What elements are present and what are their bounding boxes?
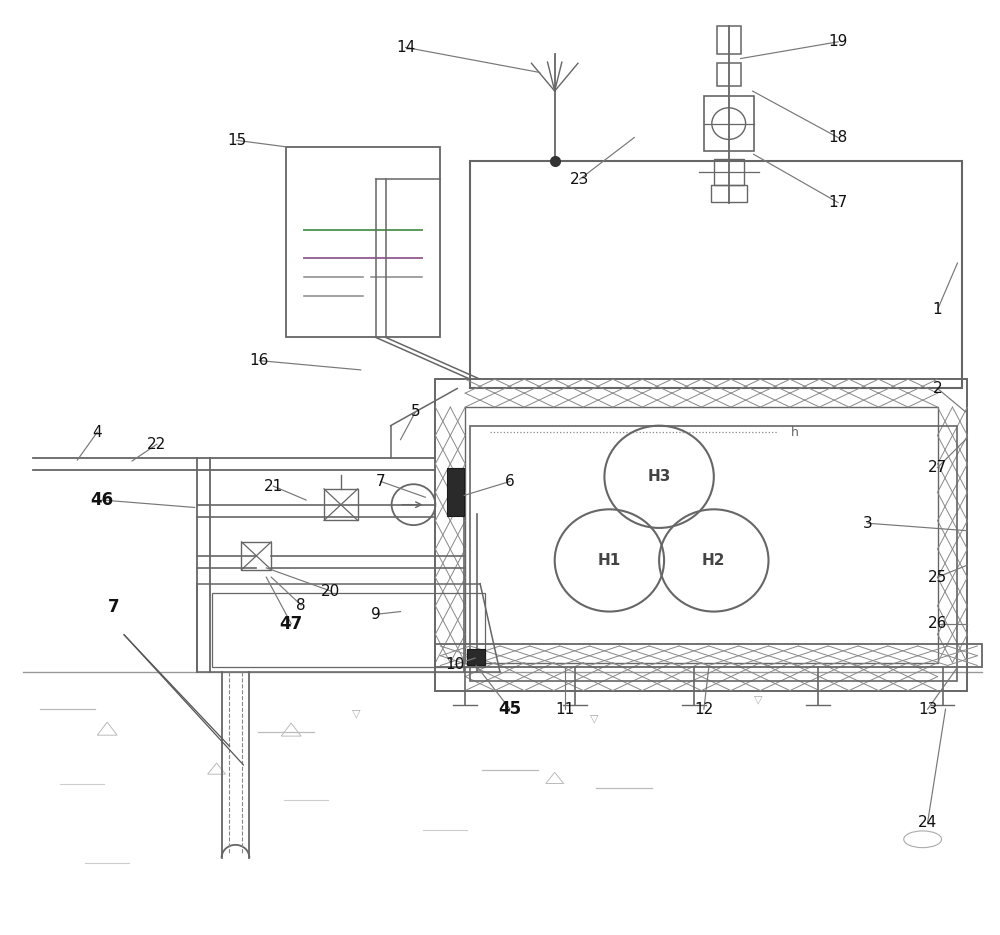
- Text: 8: 8: [296, 597, 306, 612]
- Text: 10: 10: [446, 657, 465, 672]
- Text: 14: 14: [396, 40, 415, 55]
- Text: 23: 23: [570, 172, 589, 187]
- Text: 25: 25: [928, 569, 947, 584]
- Bar: [435, 644, 982, 668]
- Text: 27: 27: [928, 460, 947, 475]
- Bar: [324, 489, 358, 521]
- Text: 21: 21: [264, 479, 283, 494]
- Bar: [470, 161, 962, 389]
- Text: h: h: [791, 425, 799, 439]
- Bar: [465, 407, 938, 663]
- Text: 45: 45: [498, 700, 522, 718]
- Text: 47: 47: [280, 614, 303, 633]
- Bar: [470, 425, 957, 682]
- Text: 5: 5: [411, 404, 420, 419]
- Text: 17: 17: [828, 195, 848, 210]
- Ellipse shape: [904, 831, 942, 848]
- Text: 11: 11: [555, 701, 574, 716]
- Bar: [212, 593, 485, 668]
- Text: 6: 6: [505, 474, 515, 489]
- Text: H1: H1: [598, 553, 621, 568]
- Text: ▽: ▽: [754, 695, 763, 705]
- Text: 26: 26: [928, 616, 947, 631]
- Text: 2: 2: [933, 381, 942, 396]
- Text: 22: 22: [147, 437, 167, 452]
- Bar: [704, 95, 754, 151]
- Text: ▽: ▽: [590, 713, 599, 724]
- Bar: [435, 380, 967, 691]
- Bar: [467, 649, 485, 666]
- Text: 9: 9: [371, 607, 381, 622]
- Text: 4: 4: [92, 424, 102, 439]
- Bar: [717, 26, 741, 54]
- Bar: [286, 147, 440, 338]
- Text: 13: 13: [918, 701, 937, 716]
- Bar: [711, 185, 747, 202]
- Text: 46: 46: [91, 491, 114, 509]
- Text: 16: 16: [250, 353, 269, 368]
- Text: 20: 20: [321, 583, 341, 598]
- Text: 7: 7: [108, 597, 120, 616]
- Text: 1: 1: [933, 302, 942, 317]
- Text: 18: 18: [828, 130, 848, 145]
- Text: 15: 15: [227, 133, 246, 148]
- Text: 19: 19: [828, 35, 848, 50]
- Text: 7: 7: [376, 474, 385, 489]
- Bar: [717, 64, 741, 86]
- Text: H2: H2: [702, 553, 726, 568]
- Text: 12: 12: [694, 701, 713, 716]
- Bar: [714, 159, 744, 185]
- Text: 24: 24: [918, 815, 937, 830]
- Text: 3: 3: [863, 516, 873, 531]
- Text: H3: H3: [647, 469, 671, 484]
- Text: ▽: ▽: [352, 709, 360, 719]
- Bar: [241, 542, 271, 569]
- Bar: [447, 468, 464, 516]
